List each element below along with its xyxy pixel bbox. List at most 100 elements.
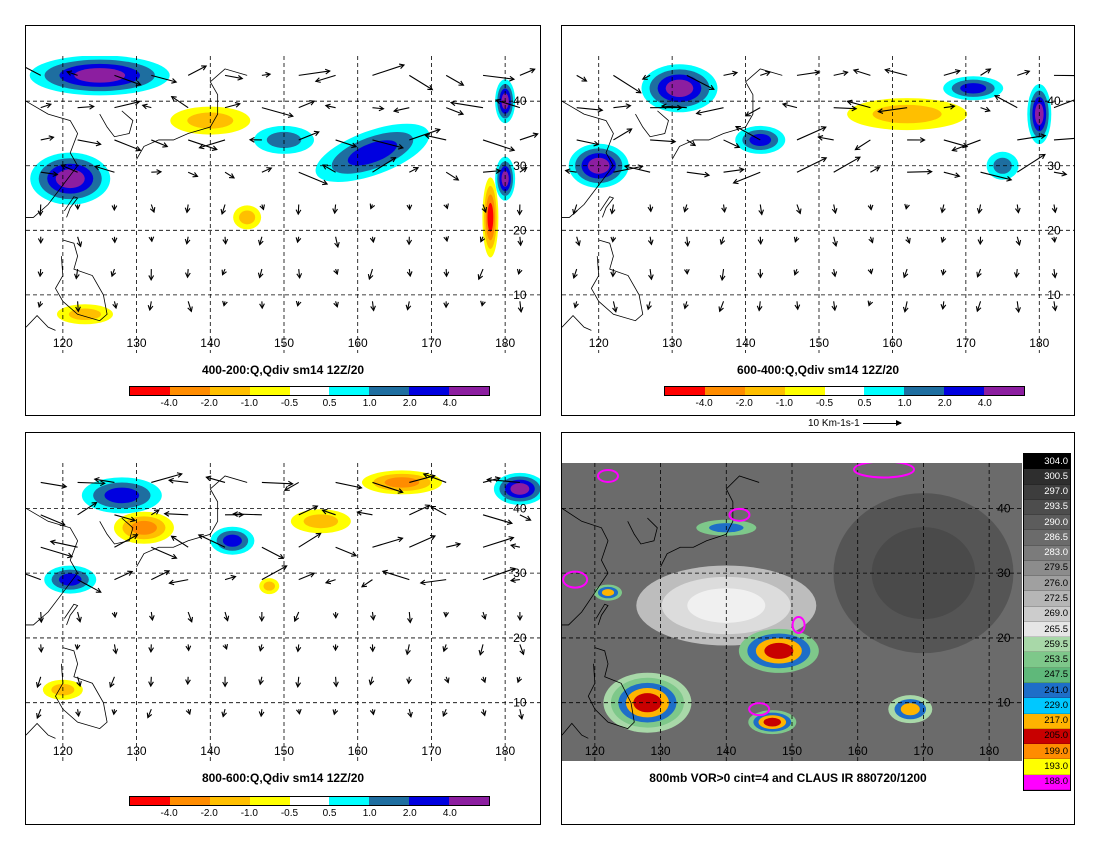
longitude-label: 160: [848, 744, 868, 758]
graticule: [26, 463, 540, 761]
colorbar-swatch: [449, 387, 490, 395]
contour-blob: [315, 123, 430, 182]
ir-colorbar-cell: 188.0: [1024, 774, 1070, 790]
longitude-label: 140: [716, 744, 736, 758]
ir-colorbar-cell: 286.5: [1024, 530, 1070, 546]
colorbar-swatch: [249, 797, 290, 805]
colorbar-swatch: [904, 387, 945, 395]
divergence-colorbar: [129, 386, 490, 396]
reference-vector-label: 10 Km-1s-1: [808, 418, 860, 429]
axis-labels: 120 130 140 150 160 170 180 10 20 30 40: [53, 501, 527, 758]
longitude-label: 180: [495, 744, 515, 758]
colorbar-swatch: [369, 387, 410, 395]
longitude-label: 140: [200, 744, 220, 758]
ir-colorbar-cell: 276.0: [1024, 576, 1070, 592]
colorbar-tick-label: -4.0: [160, 398, 178, 409]
contour-blob: [641, 64, 718, 113]
colorbar-swatch: [369, 797, 410, 805]
ir-colorbar-cell: 293.5: [1024, 499, 1070, 516]
longitude-label: 150: [782, 744, 802, 758]
contour-blob: [113, 511, 174, 544]
colorbar-tick-label: -4.0: [695, 398, 713, 409]
longitude-label: 150: [274, 336, 294, 350]
colorbar-swatch: [329, 797, 370, 805]
colorbar-tick-label: 4.0: [977, 398, 992, 409]
longitude-label: 140: [200, 336, 220, 350]
colorbar-tick-label: 0.5: [857, 398, 872, 409]
colorbar-swatch: [409, 797, 450, 805]
colorbar-swatch: [169, 387, 210, 395]
colorbar-tick-label: -1.0: [240, 808, 258, 819]
map-400-200: 120 130 140 150 160 170 180 10 20 30 40: [26, 56, 540, 353]
colorbar-tick-label: 0.5: [322, 808, 337, 819]
ir-colorbar-cell: 283.0: [1024, 545, 1070, 561]
longitude-label: 160: [348, 744, 368, 758]
contour-blob: [290, 509, 351, 534]
map-600-400: 120 130 140 150 160 170 180 10 20 30 40: [562, 56, 1074, 353]
axis-labels: 120 130 140 150 160 170 180 10 20 30 40: [589, 94, 1061, 350]
vorticity-contours: [562, 463, 915, 717]
latitude-label: 40: [997, 501, 1011, 515]
colorbar-tick-label: -2.0: [200, 808, 218, 819]
colorbar-tick-label: -2.0: [200, 398, 218, 409]
colorbar-tick-label: 4.0: [442, 808, 457, 819]
map-canvas: 120 130 140 150 160 170 180 10 20 30 40: [26, 463, 540, 761]
contour-blob: [56, 304, 113, 325]
contour-blob: [986, 151, 1019, 180]
contour-blob: [738, 628, 819, 673]
colorbar-tick-label: 2.0: [402, 398, 417, 409]
reference-vector: 10 Km-1s-1: [808, 418, 902, 429]
latitude-label: 10: [513, 696, 527, 710]
panel-caption: 600-400:Q,Qdiv sm14 12Z/20: [736, 363, 900, 377]
contour-blob: [210, 526, 255, 555]
contour-blob: [233, 205, 262, 230]
colorbar-swatch: [784, 387, 825, 395]
ir-colorbar-cell: 229.0: [1024, 698, 1070, 714]
ir-colorbar-cell: 199.0: [1024, 744, 1070, 760]
colorbar-tick-label: -1.0: [240, 398, 258, 409]
contour-blob: [81, 477, 162, 514]
panel-caption: 400-200:Q,Qdiv sm14 12Z/20: [201, 363, 365, 377]
ir-colorbar-cell: 247.5: [1024, 667, 1070, 683]
longitude-label: 120: [53, 744, 73, 758]
colorbar-tick-label: -0.5: [815, 398, 834, 409]
latitude-label: 40: [513, 501, 527, 515]
contour-blob: [847, 98, 968, 131]
ir-colorbar-cell: 241.0: [1024, 682, 1070, 699]
colorbar-swatch: [169, 797, 210, 805]
graticule: [562, 463, 1022, 761]
ir-colorbar-cell: 304.0: [1024, 454, 1070, 470]
latitude-label: 20: [1047, 223, 1061, 237]
colorbar-swatch: [744, 387, 785, 395]
ir-colorbar-cell: 290.0: [1024, 515, 1070, 531]
longitude-label: 170: [956, 336, 976, 350]
flux-vectors: [26, 63, 539, 313]
ir-colorbar-cell: 265.5: [1024, 621, 1070, 638]
colorbar-tick-label: 0.5: [322, 398, 337, 409]
latitude-label: 30: [513, 566, 527, 580]
latitude-label: 40: [1047, 94, 1061, 108]
graticule: [562, 56, 1074, 353]
ir-colorbar-cell: 279.5: [1024, 560, 1070, 577]
contour-blob: [943, 76, 1004, 101]
colorbar-swatch: [130, 797, 170, 805]
panel-400-200: 120 130 140 150 160 170 180 10 20 30 40 400-200:Q,…: [25, 25, 541, 416]
ir-colorbar-cell: 259.5: [1024, 637, 1070, 653]
latitude-label: 30: [997, 566, 1011, 580]
latitude-label: 30: [1047, 159, 1061, 173]
divergence-colorbar-labels: -4.0 -2.0 -1.0 -0.5 0.5 1.0 2.0 4.0: [129, 808, 490, 820]
map-canvas: 120 130 140 150 160 170 180 10 20 30 40: [26, 56, 540, 353]
longitude-label: 140: [736, 336, 756, 350]
colorbar-swatch: [329, 387, 370, 395]
ir-colorbar-cell: 193.0: [1024, 759, 1070, 775]
axis-labels: 120 130 140 150 160 170 180 10 20 30 40: [53, 94, 527, 350]
longitude-label: 120: [53, 336, 73, 350]
ir-colorbar-cell: 269.0: [1024, 606, 1070, 622]
colorbar-swatch: [289, 387, 330, 395]
colorbar-swatch: [209, 387, 250, 395]
longitude-label: 170: [421, 744, 441, 758]
divergence-colorbar-labels: -4.0 -2.0 -1.0 -0.5 0.5 1.0 2.0 4.0: [664, 398, 1025, 410]
contour-blob: [748, 710, 797, 735]
panel-800-600: 120 130 140 150 160 170 180 10 20 30 40 800-600:Q,…: [25, 432, 541, 825]
longitude-label: 130: [127, 336, 147, 350]
